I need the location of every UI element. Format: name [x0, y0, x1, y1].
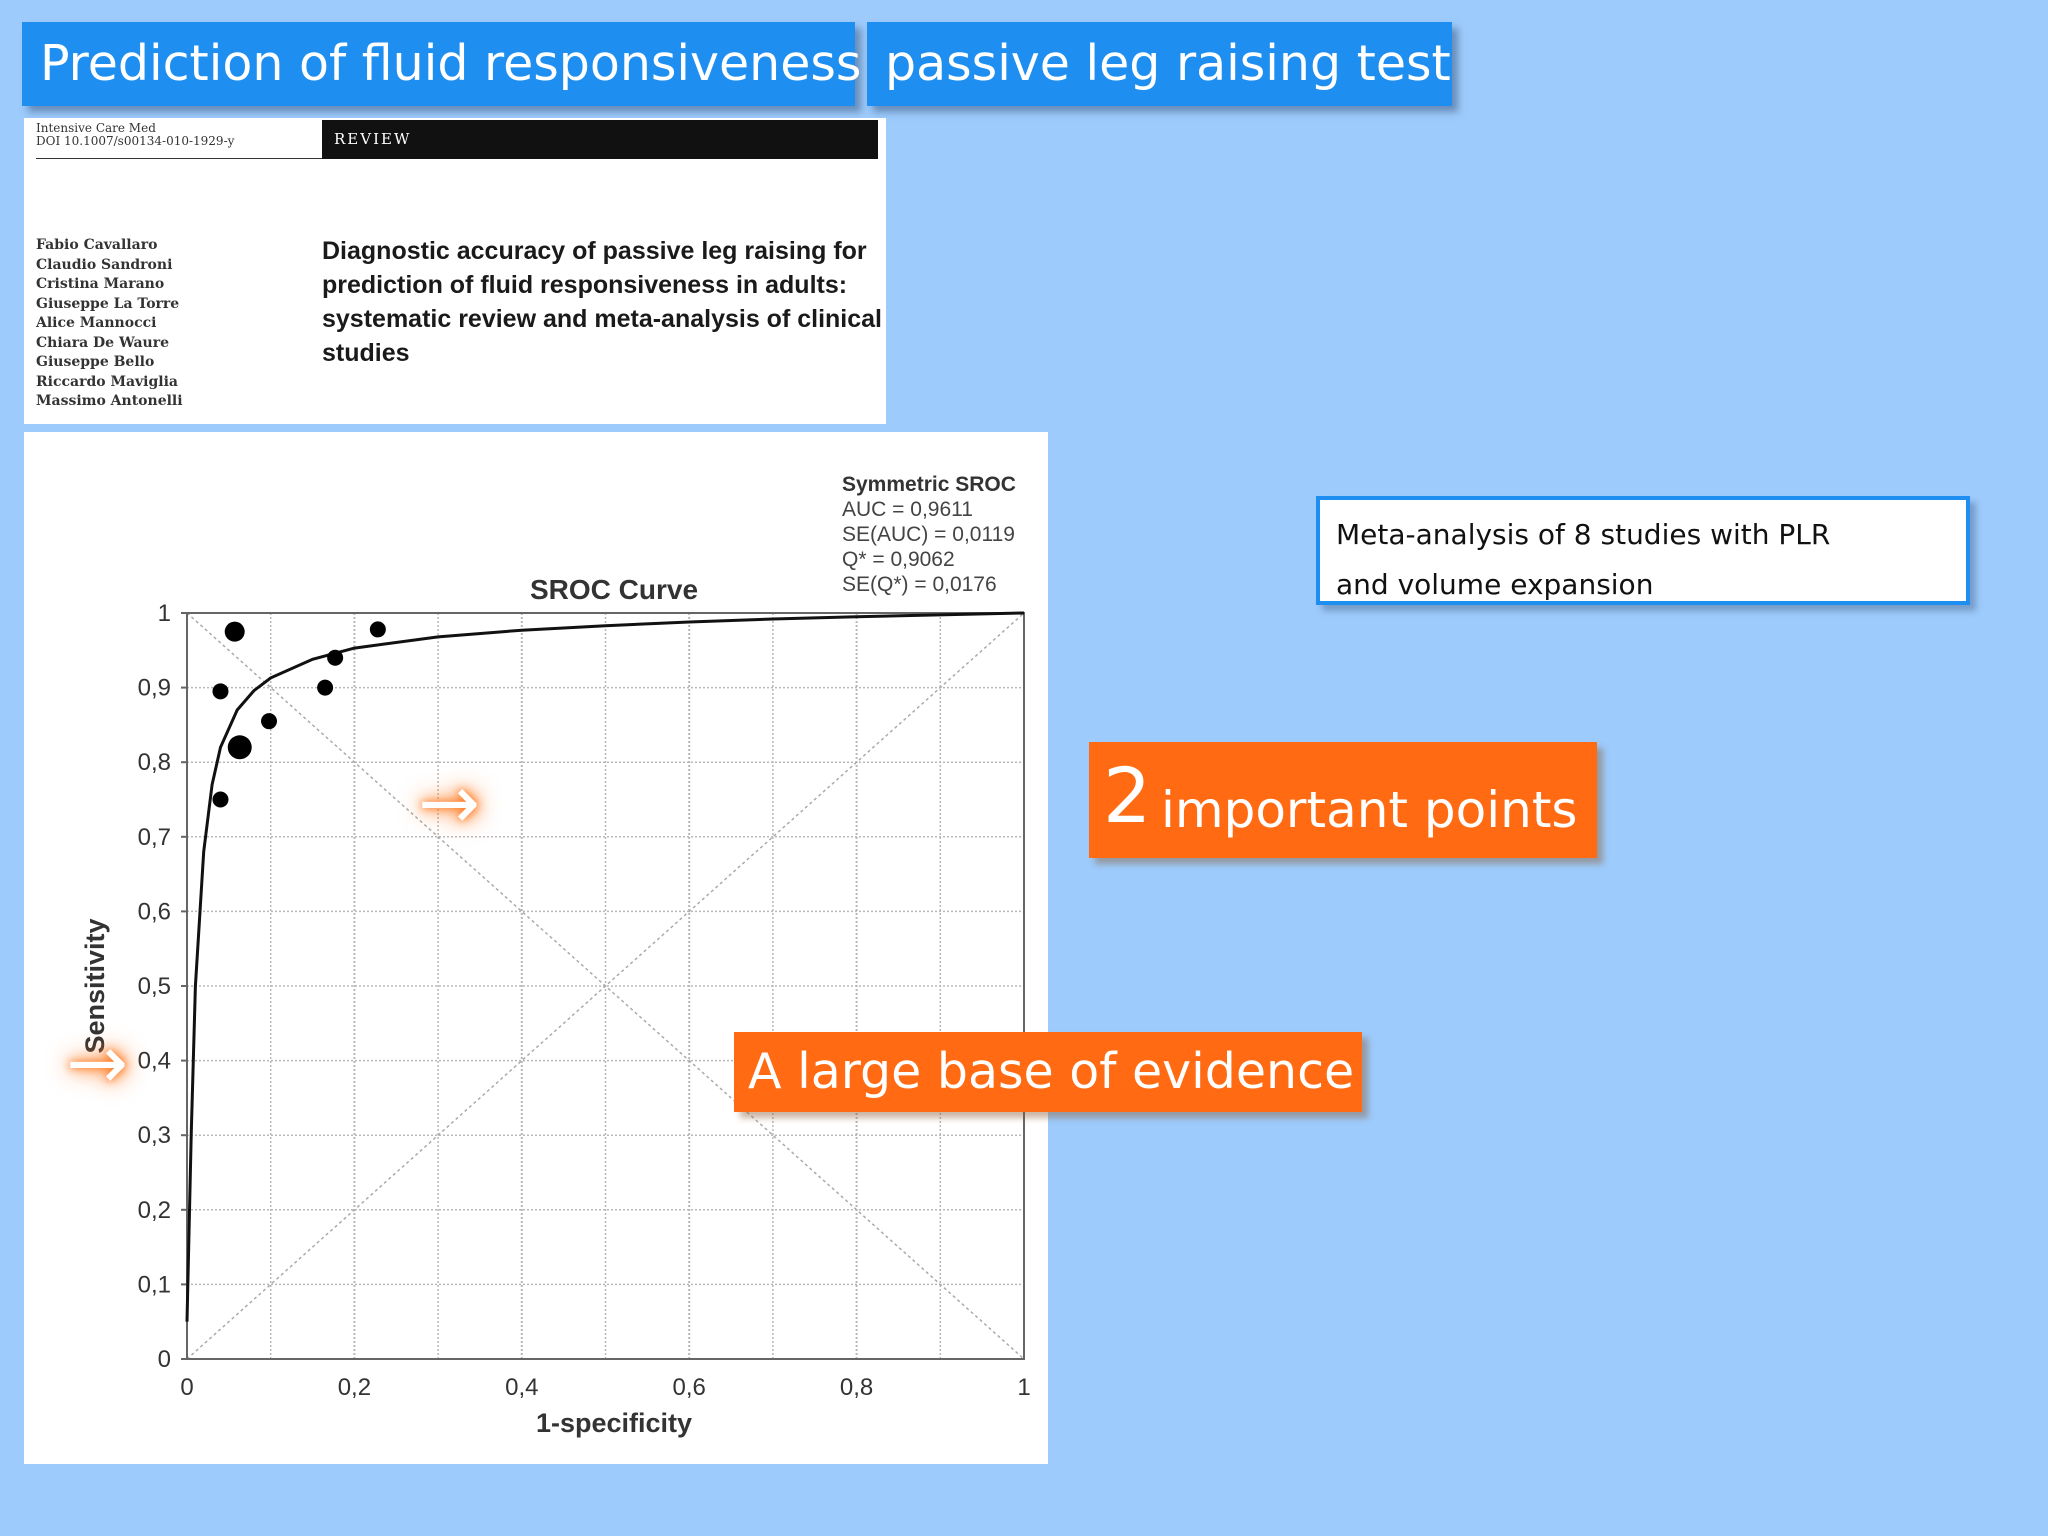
x-tick-label: 0,8: [840, 1374, 873, 1401]
important-points-text: important points: [1161, 781, 1578, 839]
stat-q: Q* = 0,9062: [842, 548, 955, 571]
journal-name: Intensive Care Med: [36, 121, 156, 135]
important-points-number: 2: [1103, 751, 1152, 840]
study-point: [317, 679, 334, 696]
author-name: Riccardo Maviglia: [36, 373, 178, 390]
slide-title-left: Prediction of fluid responsiveness: [22, 22, 861, 106]
study-points: [212, 621, 386, 808]
study-point: [327, 649, 344, 666]
chart-title: SROC Curve: [530, 574, 698, 605]
author-list: Fabio Cavallaro Claudio Sandroni Cristin…: [36, 236, 236, 412]
review-label: REVIEW: [322, 120, 878, 159]
journal-info: Intensive Care Med DOI 10.1007/s00134-01…: [36, 122, 338, 159]
author-name: Giuseppe La Torre: [36, 295, 180, 312]
x-tick-label: 0,6: [673, 1374, 706, 1401]
author-name: Alice Mannocci: [36, 315, 157, 331]
x-tick-label: 0: [180, 1374, 193, 1401]
study-point: [212, 791, 229, 808]
arrow-right-icon: →: [66, 1020, 129, 1106]
important-points-callout: 2 important points: [1089, 742, 1597, 858]
paper-header: Intensive Care Med DOI 10.1007/s00134-01…: [24, 118, 886, 424]
study-point: [212, 683, 229, 700]
stat-se-q: SE(Q*) = 0,0176: [842, 573, 997, 596]
y-tick-label: 0,5: [138, 973, 171, 1000]
x-tick-label: 1: [1017, 1374, 1030, 1401]
author-name: Giuseppe Bello: [36, 354, 155, 370]
stat-auc: AUC = 0,9611: [842, 498, 973, 521]
author-name: Massimo Antonelli: [36, 393, 183, 409]
y-tick-label: 0,9: [138, 675, 171, 702]
chart-grid: [187, 613, 1024, 1359]
x-tick-label: 0,4: [505, 1374, 538, 1401]
meta-analysis-note: Meta-analysis of 8 studies with PLR and …: [1316, 496, 1970, 605]
y-tick-label: 0,7: [138, 824, 171, 851]
y-tick-label: 0,6: [138, 898, 171, 925]
evidence-callout: A large base of evidence: [734, 1032, 1362, 1112]
axis-ticks: 0 0,2 0,4 0,6 0,8 1 0 0,1 0,2 0,3 0,4 0,5 0,6 0,7 0,8 0…: [138, 600, 1031, 1401]
y-tick-label: 0,8: [138, 749, 171, 776]
x-tick-label: 0,2: [338, 1374, 371, 1401]
sroc-chart: 0 0,2 0,4 0,6 0,8 1 0 0,1 0,2 0,3 0,4 0,5 0,6 0,7 0,8 0…: [80, 574, 1031, 1438]
author-name: Fabio Cavallaro: [36, 237, 158, 253]
y-tick-label: 0: [158, 1346, 171, 1373]
author-name: Claudio Sandroni: [36, 256, 173, 273]
slide-title-right: passive leg raising test: [867, 22, 1452, 106]
x-axis-label: 1-specificity: [536, 1408, 692, 1438]
y-tick-label: 0,1: [138, 1271, 171, 1298]
study-point: [261, 713, 278, 730]
study-point: [224, 621, 245, 642]
symmetry-diagonal: [186, 612, 1025, 1360]
y-tick-label: 0,3: [138, 1122, 171, 1149]
y-tick-label: 0,4: [138, 1048, 171, 1075]
journal-doi: DOI 10.1007/s00134-010-1929-y: [36, 134, 235, 148]
author-name: Cristina Marano: [36, 276, 165, 292]
meta-note-line2: and volume expansion: [1336, 568, 1654, 601]
paper-title: Diagnostic accuracy of passive leg raisi…: [322, 237, 882, 367]
y-tick-label: 0,2: [138, 1197, 171, 1224]
y-axis-label: Sensitivity: [80, 918, 110, 1053]
sroc-chart-panel: 0 0,2 0,4 0,6 0,8 1 0 0,1 0,2 0,3 0,4 0,5 0,6 0,7 0,8 0…: [24, 432, 1048, 1464]
y-tick-label: 1: [158, 600, 171, 627]
study-point: [227, 735, 252, 760]
author-name: Chiara De Waure: [36, 334, 169, 351]
stats-heading: Symmetric SROC: [842, 473, 1016, 496]
stat-se-auc: SE(AUC) = 0,0119: [842, 523, 1015, 546]
arrow-right-icon: →: [418, 760, 481, 846]
chart-diagonals: [186, 612, 1025, 1360]
meta-note-line1: Meta-analysis of 8 studies with PLR: [1336, 518, 1831, 551]
study-point: [369, 621, 386, 638]
sroc-curve-line: [185, 611, 1025, 1322]
sroc-stats: Symmetric SROC AUC = 0,9611 SE(AUC) = 0,…: [842, 472, 1042, 597]
